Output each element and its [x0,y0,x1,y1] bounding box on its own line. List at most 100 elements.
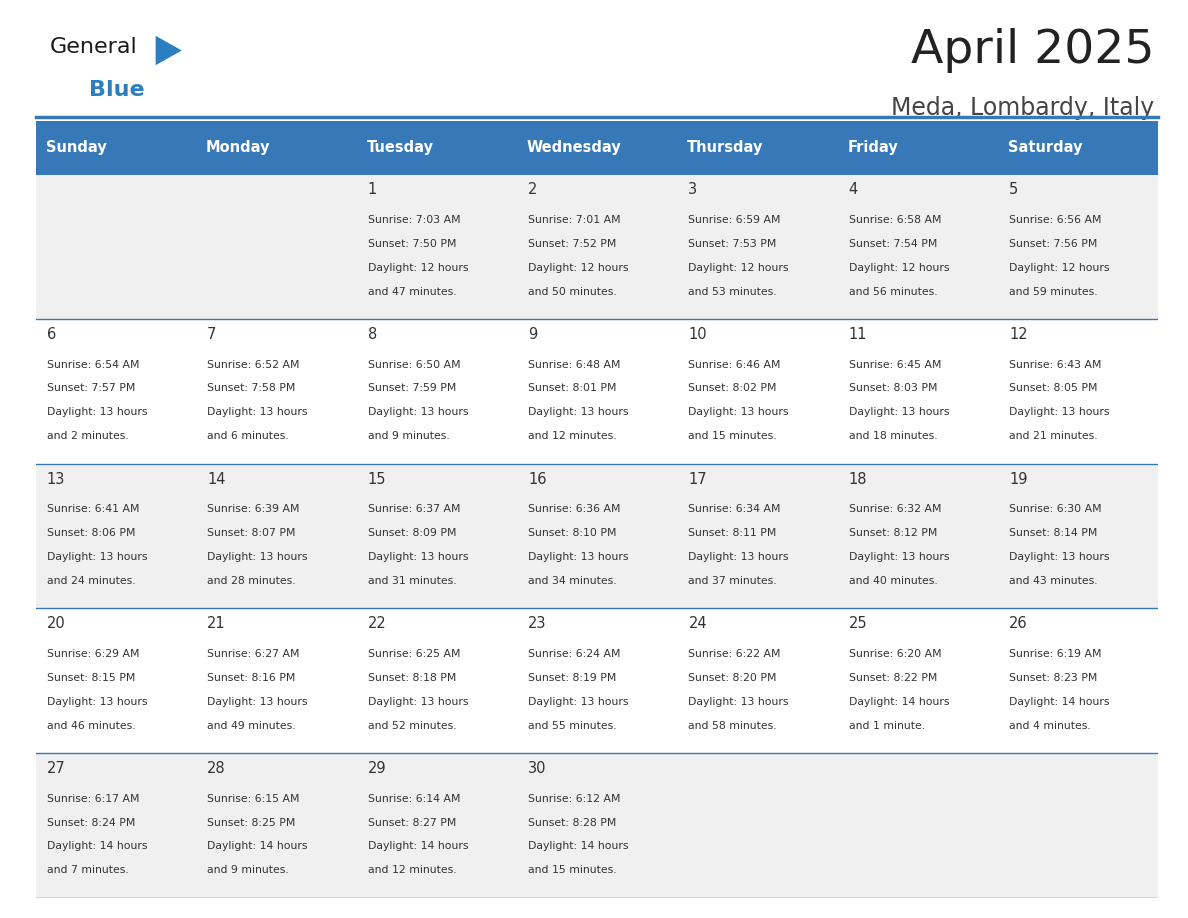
Text: Daylight: 12 hours: Daylight: 12 hours [367,263,468,273]
Text: 24: 24 [688,616,707,632]
Text: 7: 7 [207,327,216,342]
Text: Daylight: 13 hours: Daylight: 13 hours [688,552,789,562]
Text: Sunset: 8:10 PM: Sunset: 8:10 PM [527,528,617,538]
Text: and 50 minutes.: and 50 minutes. [527,286,617,297]
Text: 2: 2 [527,183,537,197]
Text: and 46 minutes.: and 46 minutes. [46,721,135,731]
Text: Monday: Monday [207,140,271,155]
Text: Daylight: 13 hours: Daylight: 13 hours [1009,408,1110,418]
Text: Daylight: 12 hours: Daylight: 12 hours [1009,263,1110,273]
Text: Sunset: 8:22 PM: Sunset: 8:22 PM [848,673,937,683]
Text: Daylight: 12 hours: Daylight: 12 hours [688,263,789,273]
Text: Sunrise: 6:41 AM: Sunrise: 6:41 AM [46,504,139,514]
Text: Sunrise: 7:03 AM: Sunrise: 7:03 AM [367,215,460,225]
Bar [356,121,517,174]
Text: Sunset: 8:02 PM: Sunset: 8:02 PM [688,384,777,394]
Bar [998,609,1158,753]
Bar [838,174,998,319]
Bar [356,464,517,609]
Text: 20: 20 [46,616,65,632]
Text: Daylight: 14 hours: Daylight: 14 hours [46,842,147,851]
Text: Daylight: 13 hours: Daylight: 13 hours [848,552,949,562]
Text: Sunset: 8:05 PM: Sunset: 8:05 PM [1009,384,1098,394]
Bar [356,319,517,464]
Text: Sunrise: 6:52 AM: Sunrise: 6:52 AM [207,360,299,370]
Bar [677,464,838,609]
Text: and 34 minutes.: and 34 minutes. [527,576,617,586]
Bar [998,319,1158,464]
Text: and 47 minutes.: and 47 minutes. [367,286,456,297]
Text: 9: 9 [527,327,537,342]
Text: Sunrise: 6:56 AM: Sunrise: 6:56 AM [1009,215,1101,225]
Bar [196,121,356,174]
Text: Sunset: 8:19 PM: Sunset: 8:19 PM [527,673,617,683]
Text: Sunset: 8:14 PM: Sunset: 8:14 PM [1009,528,1098,538]
Text: and 55 minutes.: and 55 minutes. [527,721,617,731]
Text: 18: 18 [848,472,867,487]
Text: and 58 minutes.: and 58 minutes. [688,721,777,731]
Text: Sunrise: 6:46 AM: Sunrise: 6:46 AM [688,360,781,370]
Bar [998,121,1158,174]
Bar [838,121,998,174]
Text: Daylight: 13 hours: Daylight: 13 hours [367,408,468,418]
Bar [998,753,1158,898]
Bar [36,121,196,174]
Text: Wednesday: Wednesday [527,140,621,155]
Bar [36,609,196,753]
Text: and 49 minutes.: and 49 minutes. [207,721,296,731]
Text: Sunrise: 6:45 AM: Sunrise: 6:45 AM [848,360,941,370]
Text: Sunrise: 6:54 AM: Sunrise: 6:54 AM [46,360,139,370]
Bar [517,319,677,464]
Text: Sunrise: 6:32 AM: Sunrise: 6:32 AM [848,504,941,514]
Text: 17: 17 [688,472,707,487]
Text: Daylight: 12 hours: Daylight: 12 hours [848,263,949,273]
Text: 22: 22 [367,616,386,632]
Text: 14: 14 [207,472,226,487]
Text: 25: 25 [848,616,867,632]
Text: Sunrise: 6:30 AM: Sunrise: 6:30 AM [1009,504,1101,514]
Text: General: General [50,37,138,57]
Text: Sunrise: 6:17 AM: Sunrise: 6:17 AM [46,794,139,803]
Text: Sunrise: 6:12 AM: Sunrise: 6:12 AM [527,794,620,803]
Text: Sunrise: 6:22 AM: Sunrise: 6:22 AM [688,649,781,659]
Text: Daylight: 13 hours: Daylight: 13 hours [367,697,468,707]
Text: 8: 8 [367,327,377,342]
Text: 19: 19 [1009,472,1028,487]
Text: Sunset: 7:50 PM: Sunset: 7:50 PM [367,239,456,249]
Text: Daylight: 13 hours: Daylight: 13 hours [46,697,147,707]
Bar [677,319,838,464]
Text: Daylight: 13 hours: Daylight: 13 hours [527,408,628,418]
Text: and 15 minutes.: and 15 minutes. [527,866,617,875]
Text: Daylight: 13 hours: Daylight: 13 hours [46,552,147,562]
Text: and 7 minutes.: and 7 minutes. [46,866,128,875]
Text: 15: 15 [367,472,386,487]
Bar [36,319,196,464]
Bar [356,609,517,753]
Text: Daylight: 13 hours: Daylight: 13 hours [207,552,308,562]
Text: Sunset: 8:11 PM: Sunset: 8:11 PM [688,528,777,538]
Text: 10: 10 [688,327,707,342]
Text: Sunset: 8:28 PM: Sunset: 8:28 PM [527,818,617,827]
Bar [356,174,517,319]
Text: Sunrise: 6:43 AM: Sunrise: 6:43 AM [1009,360,1101,370]
Bar [356,753,517,898]
Text: 11: 11 [848,327,867,342]
Text: Sunrise: 6:34 AM: Sunrise: 6:34 AM [688,504,781,514]
Text: 16: 16 [527,472,546,487]
Text: and 12 minutes.: and 12 minutes. [527,431,617,442]
Text: Thursday: Thursday [688,140,764,155]
Bar [517,464,677,609]
Text: Daylight: 14 hours: Daylight: 14 hours [848,697,949,707]
Text: Sunrise: 6:15 AM: Sunrise: 6:15 AM [207,794,299,803]
Text: 5: 5 [1009,183,1018,197]
Text: Daylight: 13 hours: Daylight: 13 hours [367,552,468,562]
Text: Daylight: 14 hours: Daylight: 14 hours [207,842,308,851]
Text: 3: 3 [688,183,697,197]
Text: Sunset: 8:25 PM: Sunset: 8:25 PM [207,818,296,827]
Text: Sunrise: 6:25 AM: Sunrise: 6:25 AM [367,649,460,659]
Text: Sunrise: 6:29 AM: Sunrise: 6:29 AM [46,649,139,659]
Bar [196,609,356,753]
Text: and 59 minutes.: and 59 minutes. [1009,286,1098,297]
Text: Sunset: 8:12 PM: Sunset: 8:12 PM [848,528,937,538]
Text: Sunset: 8:06 PM: Sunset: 8:06 PM [46,528,135,538]
